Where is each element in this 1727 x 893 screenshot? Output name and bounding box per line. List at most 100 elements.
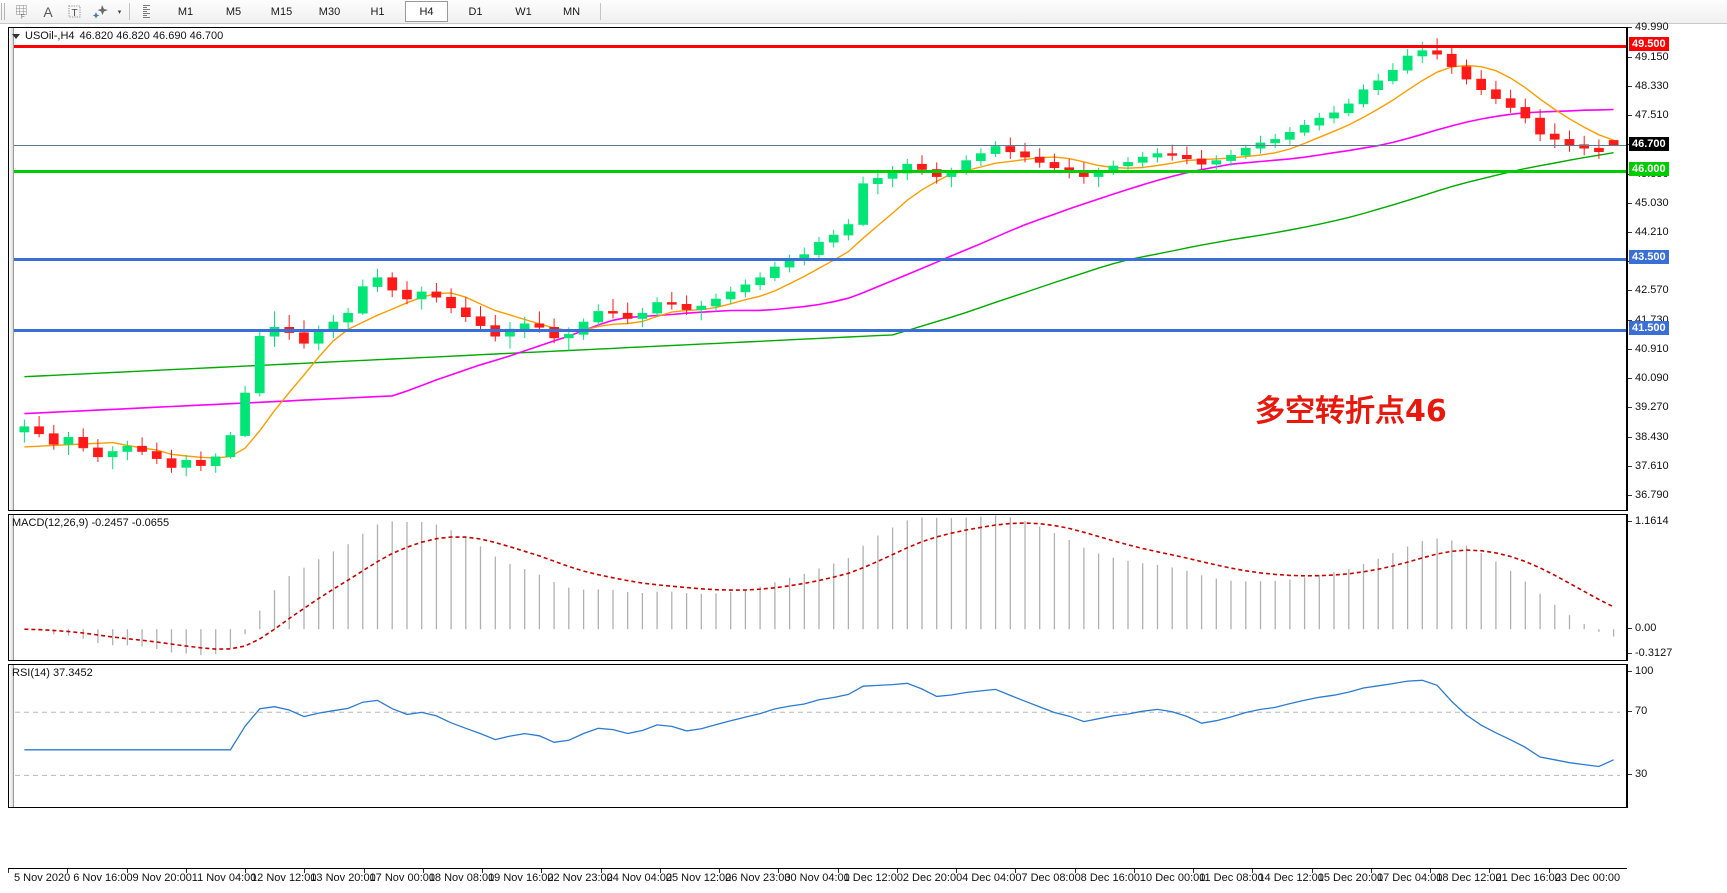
candle-body	[1152, 153, 1163, 158]
candle-body	[769, 266, 780, 278]
timeframe-m30[interactable]: M30	[318, 5, 341, 18]
timeframe-h1[interactable]: H1	[370, 5, 385, 18]
price-tick: 48.330	[1628, 80, 1669, 92]
symbol-name: USOil-,H4	[25, 30, 75, 42]
candle-body	[990, 146, 1001, 154]
time-tick-label: 4 Dec 04:00	[956, 869, 1022, 884]
candle-body	[343, 312, 353, 323]
candle-body	[402, 289, 412, 300]
timeframe-d1[interactable]: D1	[468, 5, 483, 18]
time-tick-label: 22 Nov 23:00	[541, 869, 613, 884]
macd-resize-grip[interactable]	[9, 515, 14, 660]
macd-tick: -0.3127	[1628, 647, 1672, 659]
time-scale[interactable]: 5 Nov 2020 6 Nov 16:00 9 Nov 20:00 11 Nov 0…	[7, 868, 1627, 890]
candle-body	[313, 330, 324, 344]
pivot-46000[interactable]	[9, 169, 1626, 173]
time-tick-label: 18 Dec 12:00	[1430, 869, 1502, 884]
candle-body	[1211, 160, 1222, 165]
candle-body	[1167, 153, 1177, 156]
candle-body	[225, 435, 236, 458]
macd-scale[interactable]: 1.1614 0.00 -0.3127	[1627, 514, 1727, 661]
rsi-canvas	[9, 665, 1626, 807]
candle-body	[78, 436, 89, 449]
time-tick-label: 23 Dec 00:00	[1548, 869, 1621, 884]
candle-body	[681, 303, 692, 310]
resistance-49500[interactable]	[9, 45, 1626, 49]
current-price[interactable]: 46.700	[1629, 136, 1669, 151]
grid-crosshair-icon[interactable]: F	[9, 1, 35, 22]
pane-resize-grip[interactable]	[9, 28, 14, 510]
candle-body	[652, 302, 662, 314]
time-tick-label: 13 Nov 20:00	[304, 869, 376, 884]
time-tick-label: 17 Dec 04:00	[1370, 869, 1443, 884]
level-46000[interactable]: 46.000	[1629, 161, 1669, 176]
ma-fast-line	[24, 64, 1614, 459]
macd-series-layer	[24, 515, 1615, 656]
timeframe-m1[interactable]: M1	[177, 5, 194, 18]
rsi-resize-grip[interactable]	[9, 665, 14, 807]
time-tick-label: 10 Dec 00:00	[1133, 869, 1206, 884]
text-box-icon[interactable]: T	[61, 1, 87, 22]
candle-body	[814, 241, 824, 255]
timeframe-m15[interactable]: M15	[270, 5, 293, 18]
candle-body	[755, 277, 765, 286]
macd-label: MACD(12,26,9) -0.2457 -0.0655	[12, 517, 170, 529]
support-41500[interactable]	[9, 329, 1626, 333]
time-tick-label: 26 Nov 23:00	[719, 869, 791, 884]
candle-body	[1285, 132, 1295, 140]
level-41500[interactable]: 41.500	[1629, 321, 1669, 336]
candle-body	[196, 459, 206, 466]
symbol-ohlc: 46.820 46.820 46.690 46.700	[79, 30, 224, 42]
candle-body	[1520, 107, 1531, 119]
timeframe-w1[interactable]: W1	[515, 5, 532, 18]
candle-body	[975, 153, 986, 161]
support-43500[interactable]	[9, 258, 1626, 262]
chart-toolbar: F A T ▾	[0, 0, 1727, 24]
timeframe-mn[interactable]: MN	[562, 5, 581, 18]
time-tick-label: 14 Dec 12:00	[1252, 869, 1324, 884]
candle-body	[578, 321, 589, 335]
timeframe-list-icon[interactable]	[133, 1, 159, 22]
time-tick-label: 30 Nov 04:00	[778, 869, 850, 884]
candle-body	[1446, 53, 1457, 67]
rsi-series-layer	[15, 679, 1620, 776]
symbol-header: USOil-,H4 46.820 46.820 46.690 46.700	[12, 30, 223, 42]
price-tick: 40.090	[1628, 372, 1669, 384]
candle-body	[151, 451, 162, 459]
candle-body	[1314, 117, 1325, 126]
timeframe-h4[interactable]: H4	[405, 1, 448, 22]
price-chart-pane[interactable]	[8, 27, 1627, 511]
candle-body	[475, 316, 486, 326]
objects-icon[interactable]	[87, 1, 113, 22]
price-scale[interactable]: 49.99049.15048.33047.51046.69045.85045.0…	[1627, 21, 1727, 511]
candle-body	[872, 178, 883, 184]
toolbar-drag-handle[interactable]	[1, 3, 7, 20]
candle-body	[1343, 103, 1354, 114]
collapse-triangle-icon[interactable]	[12, 33, 20, 39]
time-tick-label: 25 Nov 12:00	[659, 869, 732, 884]
price-tick: 36.790	[1628, 489, 1669, 501]
candle-body	[387, 277, 398, 291]
rsi-scale[interactable]: 100 70 30	[1627, 664, 1727, 808]
ma-medium-line	[24, 108, 1614, 415]
price-chart-canvas	[9, 28, 1626, 510]
time-tick-label: 15 Dec 20:00	[1311, 869, 1384, 884]
dropdown-arrow-icon[interactable]: ▾	[117, 8, 122, 16]
candle-body	[122, 445, 133, 452]
candle-body	[1196, 158, 1207, 165]
candle-body	[93, 447, 103, 458]
candle-body	[1476, 78, 1486, 90]
candle-body	[1402, 55, 1413, 71]
level-43500[interactable]: 43.500	[1629, 250, 1669, 265]
text-label-icon[interactable]: A	[43, 3, 53, 20]
rsi-tick: 30	[1628, 768, 1647, 780]
level-49500[interactable]: 49.500	[1629, 37, 1669, 52]
timeframe-m5[interactable]: M5	[225, 5, 242, 18]
current-price-line[interactable]	[9, 144, 1626, 146]
macd-indicator-pane[interactable]	[8, 514, 1627, 661]
price-tick: 42.570	[1628, 284, 1669, 296]
candle-body	[740, 284, 751, 293]
rsi-indicator-pane[interactable]	[8, 664, 1627, 808]
candle-body	[1535, 117, 1545, 135]
